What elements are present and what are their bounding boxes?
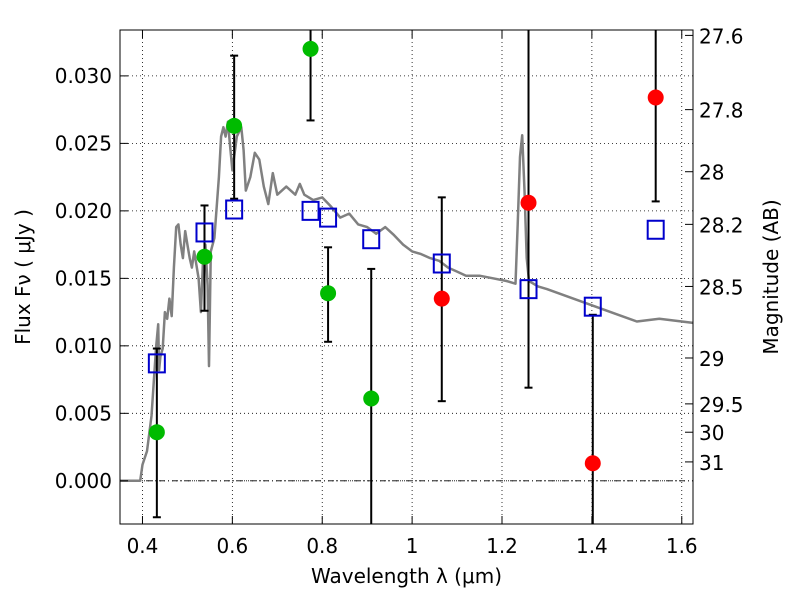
red-data-point — [584, 455, 601, 472]
model-layer — [120, 120, 694, 483]
plot-frame — [119, 29, 694, 525]
right-tick-label: 28 — [699, 161, 724, 185]
model-photometry-square — [432, 253, 451, 274]
y-tick-label: 0.010 — [55, 334, 112, 358]
label-layer: Wavelength λ (μm) Flux Fν ( μJy ) Magnit… — [11, 199, 783, 588]
green-data-point — [148, 424, 165, 441]
model-photometry-square — [519, 279, 538, 300]
right-tick-label: 27.8 — [699, 99, 744, 123]
model-photometry-square — [583, 296, 602, 317]
model-photometry-square — [225, 199, 244, 220]
model-photometry-square — [147, 353, 166, 374]
y-tick-label: 0.020 — [55, 199, 112, 223]
right-tick-label: 29 — [699, 347, 724, 371]
red-data-point — [520, 194, 537, 211]
x-axis-label: Wavelength λ (μm) — [311, 564, 502, 588]
model-photometry-square — [646, 219, 665, 240]
green-data-point — [363, 390, 380, 407]
x-tick-label: 1 — [406, 534, 419, 558]
model-photometry-square — [195, 222, 214, 243]
x-tick-label: 1.4 — [576, 534, 608, 558]
x-tick-label: 0.6 — [216, 534, 248, 558]
x-tick-label: 0.4 — [127, 534, 159, 558]
green-data-point — [320, 285, 337, 302]
right-tick-label: 28.2 — [699, 213, 744, 237]
y-tick-label: 0.015 — [55, 266, 112, 290]
errorbar-layer — [152, 30, 660, 524]
y-axis-label: Flux Fν ( μJy ) — [11, 209, 35, 345]
green-data-point — [226, 117, 243, 134]
right-tick-label: 30 — [699, 421, 724, 445]
green-data-point — [196, 248, 213, 265]
right-tick-label: 28.5 — [699, 275, 744, 299]
y-tick-label: 0.000 — [55, 469, 112, 493]
x-tick-label: 0.8 — [306, 534, 338, 558]
y-tick-label: 0.025 — [55, 131, 112, 155]
right-tick-label: 27.6 — [699, 24, 744, 48]
x-tick-label: 1.6 — [666, 534, 698, 558]
red-data-point — [433, 290, 450, 307]
x-tick-label: 1.2 — [486, 534, 518, 558]
marker-layer — [147, 40, 665, 472]
red-data-point — [647, 89, 664, 106]
model-spectrum-line — [120, 120, 694, 483]
model-photometry-square — [362, 229, 381, 250]
y-tick-label: 0.005 — [55, 401, 112, 425]
y-tick-label: 0.030 — [55, 64, 112, 88]
y-axis-label-right: Magnitude (AB) — [759, 199, 783, 354]
right-tick-label: 31 — [699, 451, 724, 475]
model-photometry-square — [301, 200, 320, 221]
model-photometry-square — [319, 207, 338, 228]
green-data-point — [302, 40, 319, 57]
tick-layer: 0.4 0.6 0.8 1 1.2 1.4 1.6 0.000 0.005 0.010 0.015 0… — [55, 24, 744, 558]
right-tick-label: 29.5 — [699, 393, 744, 417]
